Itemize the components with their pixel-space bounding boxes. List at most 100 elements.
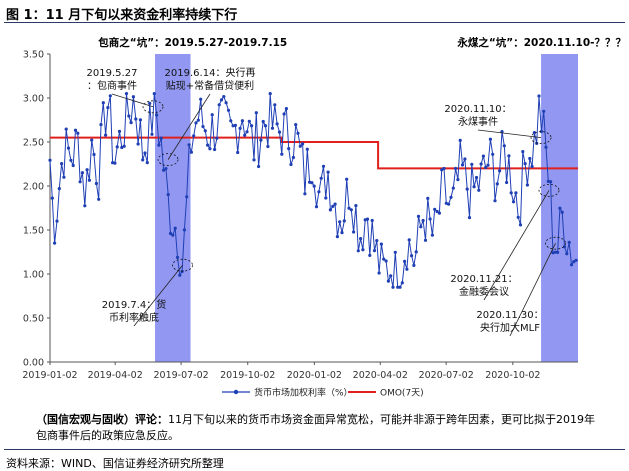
annotation-circle: [142, 100, 164, 114]
rate-point: [182, 228, 186, 232]
rate-point: [458, 138, 462, 142]
y-tick-label: 2.50: [23, 138, 44, 149]
rate-point: [194, 121, 198, 125]
rate-point: [384, 259, 388, 263]
rate-point: [64, 127, 68, 131]
rate-point: [317, 190, 321, 194]
source-rule: [4, 449, 625, 450]
rate-point: [134, 117, 138, 121]
annotation-text: 金融委会议: [459, 285, 509, 298]
rate-point: [569, 263, 574, 267]
legend-marker-rate: [233, 389, 239, 395]
rate-point: [273, 103, 277, 107]
rate-point: [347, 206, 351, 210]
rate-point: [477, 188, 481, 192]
rate-point: [113, 161, 117, 165]
rate-point: [168, 231, 173, 236]
rate-point: [252, 158, 256, 162]
rate-point: [495, 182, 499, 186]
annotation-leader: [483, 190, 550, 301]
rate-point: [199, 97, 203, 101]
rate-point: [484, 165, 488, 170]
rate-point: [213, 147, 217, 152]
rate-point: [164, 167, 168, 171]
rate-point: [129, 121, 133, 125]
rate-point: [259, 138, 263, 142]
rate-point: [122, 144, 126, 148]
rate-point: [60, 162, 64, 166]
rate-point: [474, 175, 479, 180]
rate-point: [416, 214, 421, 218]
rate-point: [472, 185, 476, 189]
rate-point: [266, 144, 270, 149]
annotation-leader: [167, 93, 211, 160]
rate-point: [196, 118, 200, 122]
x-tick-label: 2019-07-02: [153, 370, 208, 381]
rate-point: [203, 129, 207, 133]
rate-point: [229, 119, 233, 123]
annotation-text: 币利率触底: [109, 311, 159, 324]
rate-point: [544, 145, 548, 149]
rate-point: [507, 154, 511, 158]
rate-point: [354, 204, 358, 208]
rate-point: [368, 253, 372, 257]
rate-point: [275, 122, 279, 126]
comment-text: 11月下旬以来的货币市场资金面异常宽松，可能并非源于跨年因素，更可比拟于2019…: [36, 413, 595, 442]
rate-point: [551, 251, 555, 255]
annotation-leader: [111, 93, 154, 108]
rate-point: [261, 119, 265, 124]
rate-point: [379, 242, 383, 246]
x-tick-label: 2020-04-02: [353, 370, 408, 381]
rate-point: [542, 109, 546, 113]
money-market-rate-series: [48, 92, 578, 289]
annotation-text: 2020.11.30：: [476, 310, 543, 321]
rate-point: [101, 101, 105, 105]
y-tick-label: 2.00: [23, 182, 44, 193]
rate-point: [342, 219, 346, 223]
rate-point: [396, 285, 400, 289]
shaded-period-1: [155, 54, 191, 362]
rate-point: [303, 192, 307, 196]
rate-point: [92, 152, 96, 157]
rate-point: [393, 250, 397, 254]
rate-point: [423, 238, 428, 242]
rate-point: [525, 183, 530, 187]
rate-point: [192, 134, 196, 138]
rate-point: [312, 184, 316, 188]
annotation-text: 2019.6.14：央行再: [165, 66, 256, 79]
rate-point: [537, 94, 541, 98]
rate-point: [83, 204, 87, 208]
rate-point: [296, 131, 300, 135]
rate-point: [62, 175, 66, 179]
rate-point: [240, 119, 244, 123]
rate-point: [55, 219, 59, 223]
rate-point: [403, 259, 407, 263]
rate-point: [389, 274, 393, 278]
y-tick-label: 0.00: [23, 358, 44, 369]
rate-point: [491, 152, 495, 156]
rate-point: [243, 133, 247, 137]
rate-point: [398, 285, 402, 289]
comment-label: （国信宏观与固收）评论：: [36, 413, 168, 426]
rate-point: [467, 216, 472, 220]
rate-point: [104, 133, 108, 137]
annotation-text: 2019.5.27: [87, 68, 138, 79]
rate-point: [523, 162, 527, 166]
rate-point: [282, 112, 286, 116]
rate-point: [71, 163, 75, 168]
comment: （国信宏观与固收）评论：11月下旬以来的货币市场资金面异常宽松，可能并非源于跨年…: [36, 412, 596, 444]
rate-point: [410, 254, 414, 258]
rate-point: [106, 106, 110, 110]
x-tick-label: 2019-01-02: [22, 370, 77, 381]
rate-point: [73, 128, 78, 132]
annotation-circle: [172, 258, 193, 272]
y-tick-label: 0.50: [23, 314, 44, 325]
rate-point: [528, 156, 532, 161]
rate-point: [270, 126, 275, 130]
rate-point: [87, 178, 91, 182]
rate-point: [556, 250, 560, 254]
y-tick-label: 1.00: [23, 270, 44, 281]
rate-point: [226, 108, 231, 112]
rate-point: [447, 202, 451, 206]
